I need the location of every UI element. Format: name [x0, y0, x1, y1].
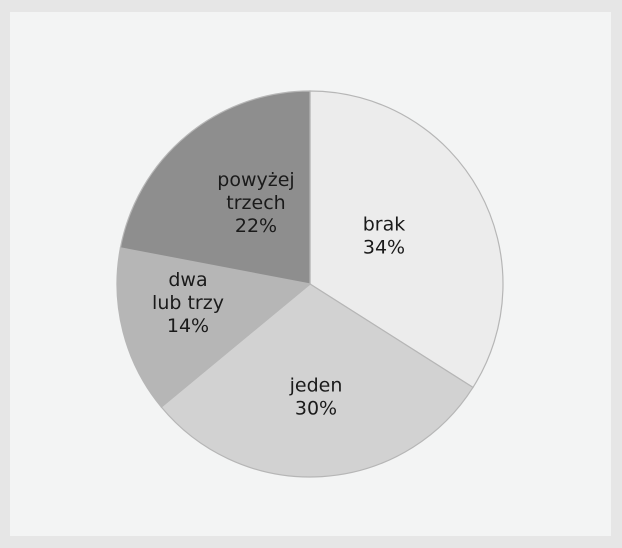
pie-chart: brak 34% jeden 30% dwa lub trzy 14% powyżej trze… — [116, 90, 504, 478]
slice-dwa-lub-trzy — [116, 247, 312, 408]
slice-jeden-label: jeden 30% — [289, 375, 343, 420]
slice-dwa-lub-trzy-label: dwa lub trzy 14% — [152, 269, 224, 337]
slice-powyzej-trzech — [119, 90, 311, 285]
chart-panel: brak 34% jeden 30% dwa lub trzy 14% powyżej trze… — [10, 12, 611, 536]
slice-brak-label: brak 34% — [363, 214, 406, 259]
slice-jeden — [160, 283, 474, 478]
slice-powyzej-trzech-label: powyżej trzech 22% — [217, 169, 294, 237]
slice-brak — [309, 90, 504, 389]
